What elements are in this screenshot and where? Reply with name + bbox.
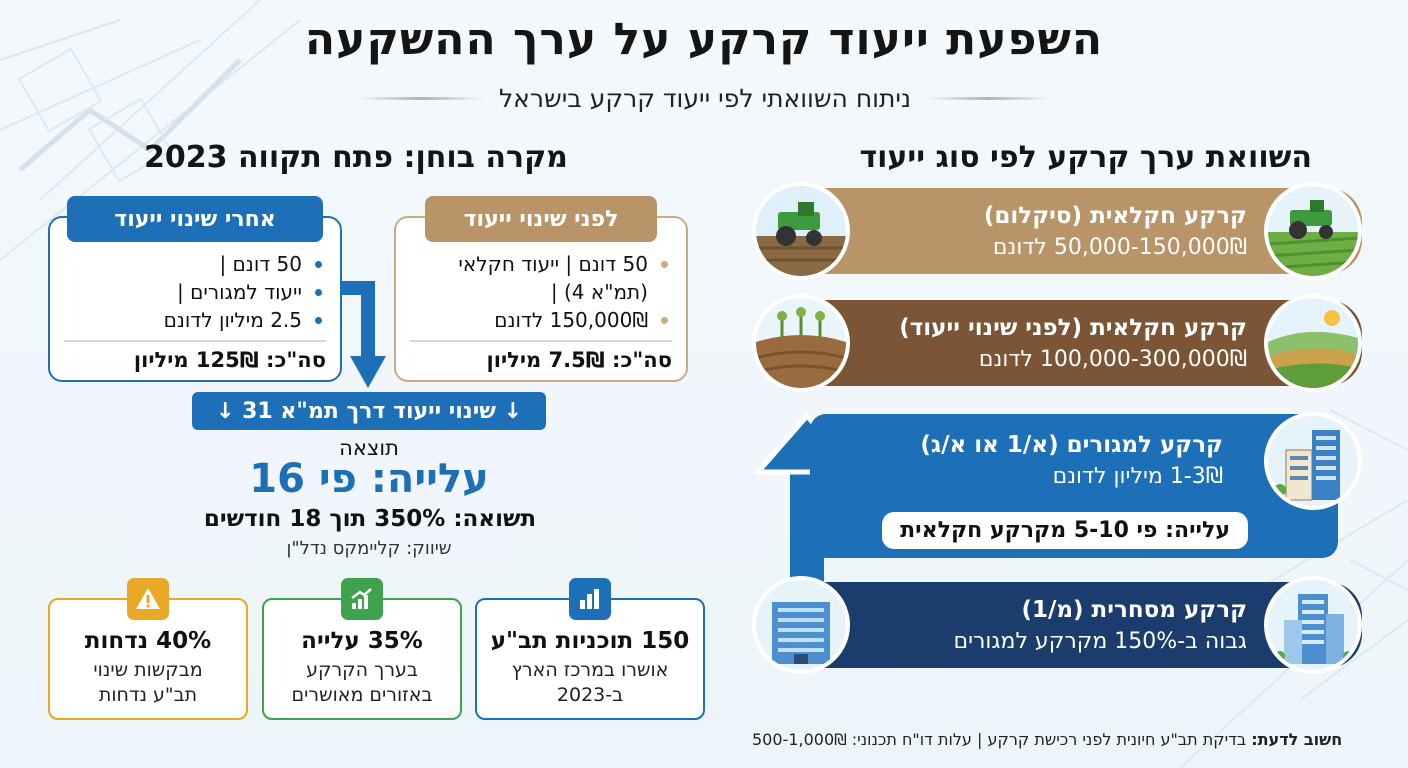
before-line-text: 150,000₪ לדונם (494, 308, 648, 332)
wheat-field-icon (752, 294, 850, 392)
warning-icon (127, 578, 169, 620)
after-line-text: 2.5 מיליון לדונם (163, 308, 302, 332)
result-value: עלייה: פי 16 (249, 456, 489, 502)
stat-card-increase: 35% עלייה בערך הקרקע באזורים מאושרים (262, 578, 462, 720)
after-line: 50 דונם | (164, 250, 322, 278)
after-total: סה"כ: 125₪ מיליון (64, 340, 326, 372)
before-line: (תמ"א 4) | (458, 278, 668, 306)
page-subtitle: ניתוח השוואתי לפי ייעוד קרקע בישראל (498, 83, 912, 113)
bullet-dot (661, 317, 668, 324)
tractor-field-icon (1264, 182, 1362, 280)
subtitle-rule (359, 96, 483, 100)
land-item-price: 100,000-300,000₪ לדונם (978, 346, 1247, 372)
stat-desc-line: ב-2023 (556, 684, 624, 706)
marketing-text: שיווק: קליימקס נדל"ן (286, 538, 452, 559)
tractor-icon (752, 182, 850, 280)
stat-card-rejected: 40% נדחות מבקשות שינוי תב"ע נדחות (48, 578, 248, 720)
stat-desc: בערך הקרקע באזורים מאושרים (264, 658, 460, 708)
commercial-tower-icon (1264, 576, 1362, 674)
after-card: אחרי שינוי ייעוד 50 דונם | ייעוד למגורים… (48, 196, 342, 382)
before-line: 150,000₪ לדונם (458, 306, 668, 334)
hills-field-icon (1264, 294, 1362, 392)
comparison-title: השוואת ערך קרקע לפי סוג ייעוד (859, 140, 1313, 175)
land-item-price: 1-3₪ מיליון לדונם (1052, 464, 1223, 489)
bullet-dot (315, 261, 322, 268)
subtitle-row: ניתוח השוואתי לפי ייעוד קרקע בישראל (359, 82, 1050, 114)
case-study-title: מקרה בוחן: פתח תקווה 2023 (144, 140, 568, 175)
subtitle-rule (927, 96, 1050, 100)
land-item-price: גבוה ב-150% מקרקע למגורים (953, 628, 1248, 654)
bar-chart-icon (569, 578, 611, 620)
after-line: 2.5 מיליון לדונם (164, 306, 322, 334)
land-item-name: קרקע למגורים (א/1 או א/ג) (920, 432, 1223, 458)
residential-building-icon (1264, 412, 1362, 510)
land-item-commercial: קרקע מסחרית (מ/1) גבוה ב-150% מקרקע למגו… (780, 582, 1362, 668)
stat-title: 40% נדחות (84, 628, 212, 654)
stat-desc-line: מבקשות שינוי (93, 659, 203, 681)
footnote-text: בדיקת תב"ע חיונית לפני רכישת קרקע | עלות… (752, 730, 1252, 749)
stat-title: 150 תוכניות תב"ע (490, 628, 690, 654)
bullet-dot (315, 317, 322, 324)
stat-card-plans: 150 תוכניות תב"ע אושרו במרכז הארץ ב-2023 (475, 578, 705, 720)
roi-text: תשואה: 350% תוך 18 חודשים (203, 506, 537, 532)
trend-up-icon (341, 578, 383, 620)
before-total: סה"כ: 7.5₪ מיליון (410, 340, 672, 372)
after-card-header: אחרי שינוי ייעוד (67, 196, 323, 242)
after-card-lines: 50 דונם | ייעוד למגורים | 2.5 מיליון לדו… (164, 250, 322, 334)
uplift-badge: עלייה: פי 5-10 מקרקע חקלאית (882, 512, 1248, 549)
stat-desc-line: בערך הקרקע (306, 659, 418, 681)
before-line-text: 50 דונם | ייעוד חקלאי (458, 252, 648, 276)
office-building-icon (752, 576, 850, 674)
stat-desc: אושרו במרכז הארץ ב-2023 (477, 658, 703, 708)
zoning-change-banner: ↓ שינוי ייעוד דרך תמ"א 31 ↓ (192, 392, 546, 430)
land-item-price: 50,000-150,000₪ לדונם (992, 234, 1247, 260)
after-line-text: ייעוד למגורים | (177, 280, 302, 304)
stat-title: 35% עלייה (301, 628, 423, 654)
stat-desc-line: אושרו במרכז הארץ (511, 659, 669, 681)
land-item-name: קרקע חקלאית (לפני שינוי ייעוד) (899, 314, 1247, 341)
before-card-lines: 50 דונם | ייעוד חקלאי (תמ"א 4) | 150,000… (458, 250, 668, 334)
after-line: ייעוד למגורים | (164, 278, 322, 306)
flow-arrow-icon (340, 281, 386, 388)
before-line-text: (תמ"א 4) | (550, 280, 648, 304)
stat-desc-line: תב"ע נדחות (98, 684, 198, 706)
bullet-dot (661, 261, 668, 268)
stat-desc: מבקשות שינוי תב"ע נדחות (50, 658, 246, 708)
before-card-header: לפני שינוי ייעוד (425, 196, 657, 242)
land-item-name: קרקע חקלאית (סיקלום) (983, 202, 1247, 229)
stat-desc-line: באזורים מאושרים (291, 684, 433, 706)
land-item-name: קרקע מסחרית (מ/1) (1021, 596, 1247, 623)
after-line-text: 50 דונם | (219, 252, 302, 276)
footnote: חשוב לדעת: בדיקת תב"ע חיונית לפני רכישת … (752, 730, 1342, 749)
footnote-label: חשוב לדעת: (1251, 730, 1343, 749)
bullet-dot (315, 289, 322, 296)
result-label: תוצאה (339, 436, 399, 460)
page-title: השפעת ייעוד קרקע על ערך ההשקעה (304, 14, 1104, 65)
before-card: לפני שינוי ייעוד 50 דונם | ייעוד חקלאי (… (394, 196, 688, 382)
before-line: 50 דונם | ייעוד חקלאי (458, 250, 668, 278)
land-item-agri-sikum: קרקע חקלאית (סיקלום) 50,000-150,000₪ לדו… (780, 188, 1362, 274)
